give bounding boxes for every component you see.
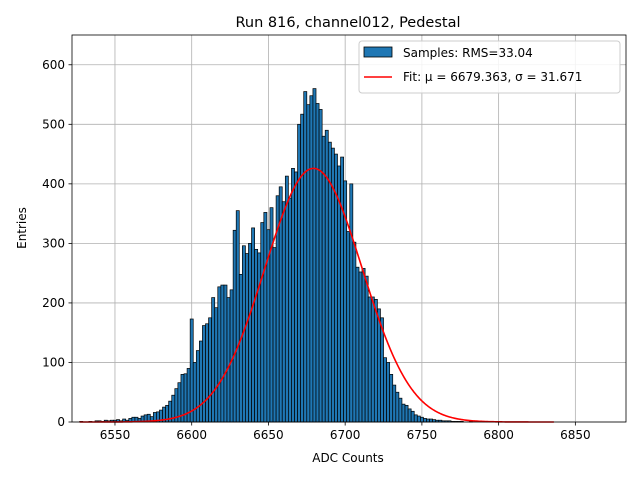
histogram-bar xyxy=(288,197,292,423)
x-tick-label: 6750 xyxy=(407,428,438,442)
plot-frame xyxy=(71,34,627,423)
histogram-bar xyxy=(303,91,308,423)
x-axis-label: ADC Counts xyxy=(312,451,384,465)
histogram-bar xyxy=(260,222,265,423)
histogram-bar xyxy=(257,252,262,423)
histogram-bar xyxy=(300,113,305,423)
histogram-bar xyxy=(297,123,302,423)
x-tick-label: 6700 xyxy=(330,428,361,442)
histogram-bar xyxy=(223,284,228,423)
y-tick-label: 600 xyxy=(42,58,65,72)
histogram-bar xyxy=(423,418,427,423)
x-tick-label: 6600 xyxy=(176,428,207,442)
histogram-bar xyxy=(254,248,259,423)
histogram-bar xyxy=(352,241,357,423)
histogram-bar xyxy=(294,171,298,423)
histogram-bar xyxy=(389,374,394,423)
histogram-bar xyxy=(410,410,415,423)
histogram-bar xyxy=(324,129,329,423)
histogram-bar xyxy=(284,175,289,423)
histogram-bar xyxy=(309,95,314,423)
histogram-bar xyxy=(373,299,378,423)
histogram-bar xyxy=(232,229,237,423)
histogram-bar xyxy=(420,416,424,423)
histogram-bar xyxy=(395,391,400,423)
x-tick-label: 6650 xyxy=(253,428,284,442)
histogram-bar xyxy=(346,231,351,423)
y-axis-ticks: 0 100 200 300 400 500 600 xyxy=(42,58,72,429)
x-tick-label: 6550 xyxy=(100,428,131,442)
histogram-bar xyxy=(291,168,295,423)
histogram-bar xyxy=(370,296,375,423)
histogram-bar xyxy=(318,109,323,423)
histogram-bar xyxy=(380,317,384,423)
histogram-bar xyxy=(263,212,268,423)
histogram-bar xyxy=(306,104,311,423)
histogram-bar xyxy=(226,297,231,423)
histogram-bar xyxy=(367,296,372,423)
histogram-bar xyxy=(312,88,317,423)
histogram-bar xyxy=(413,414,418,423)
y-axis-label: Entries xyxy=(15,207,29,249)
y-tick-label: 500 xyxy=(42,117,65,131)
histogram-bar xyxy=(238,273,243,423)
histogram-bar xyxy=(361,268,366,423)
histogram-bar xyxy=(211,297,216,423)
chart-title: Run 816, channel012, Pedestal xyxy=(235,15,460,31)
histogram-bar xyxy=(386,362,391,423)
histogram-bar xyxy=(426,418,430,423)
histogram-bar xyxy=(392,384,397,423)
gaussian-fit-curve xyxy=(79,167,554,423)
histogram-bar xyxy=(429,418,433,423)
y-tick-label: 400 xyxy=(42,177,65,191)
histogram-bar xyxy=(377,308,381,423)
histogram-bar xyxy=(245,253,249,423)
histogram-bar xyxy=(220,284,225,423)
histogram-bar xyxy=(189,318,194,423)
histogram-bar xyxy=(355,266,360,423)
histogram-bar xyxy=(235,210,240,423)
legend: Samples: RMS=33.04 Fit: μ = 6679.363, σ … xyxy=(358,40,621,94)
x-tick-label: 6850 xyxy=(560,428,591,442)
y-tick-label: 100 xyxy=(42,355,65,369)
y-tick-label: 0 xyxy=(57,415,65,429)
legend-fit-label: Fit: μ = 6679.363, σ = 31.671 xyxy=(403,70,582,84)
histogram-bar xyxy=(205,323,209,423)
legend-histogram-swatch xyxy=(363,46,393,58)
histogram-bar xyxy=(349,183,354,423)
x-tick-label: 6800 xyxy=(483,428,514,442)
histogram-bar xyxy=(251,227,255,423)
y-tick-label: 300 xyxy=(42,236,65,250)
legend-box xyxy=(358,40,621,94)
histogram-bar xyxy=(269,207,274,423)
histogram-bar xyxy=(404,404,409,423)
histogram-bar xyxy=(416,415,421,423)
histogram-bar xyxy=(202,325,206,423)
histogram-bar xyxy=(272,247,277,423)
histogram-bar xyxy=(398,397,403,423)
histogram-bar xyxy=(401,403,406,423)
histogram-bar xyxy=(281,201,286,423)
histogram-bar xyxy=(407,408,412,423)
histogram-bar xyxy=(195,350,200,423)
histogram-bar xyxy=(192,362,197,423)
x-axis-ticks: 6550 6600 6650 6700 6750 6800 6850 xyxy=(100,422,591,442)
histogram-bar xyxy=(199,340,203,423)
histogram-bar xyxy=(358,271,363,423)
histogram-bar xyxy=(248,243,252,423)
histogram-bar xyxy=(315,103,320,423)
y-tick-label: 200 xyxy=(42,296,65,310)
histogram-bar xyxy=(321,135,326,423)
histogram-bar xyxy=(217,286,222,423)
histogram-bar xyxy=(208,317,213,423)
histogram-bar xyxy=(229,289,234,423)
histogram-bar xyxy=(214,307,219,423)
histogram-bar xyxy=(340,156,344,423)
histogram-bar xyxy=(383,357,387,423)
histogram-bar xyxy=(364,275,369,423)
legend-histogram-label: Samples: RMS=33.04 xyxy=(403,46,533,60)
